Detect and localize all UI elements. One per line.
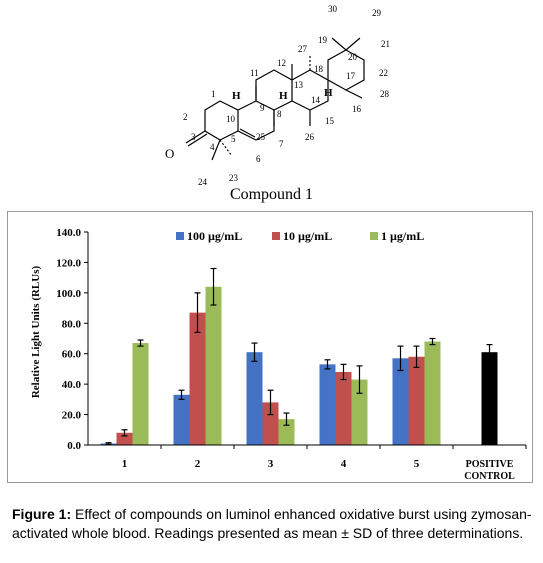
bar [278,419,295,445]
hydrogen-label: H [279,90,288,102]
compound-1-structure: 1 2 3 4 5 6 7 8 9 10 11 12 13 14 15 16 1… [165,4,390,187]
atom-label: 26 [305,132,315,142]
atom-label: 30 [328,4,338,14]
atom-label: 6 [256,154,261,164]
atom-label: 9 [260,103,265,113]
y-tick-label: 120.0 [56,257,81,269]
bar [116,432,133,445]
bar [319,364,336,445]
y-axis-title: Relative Light Units (RLUs) [30,266,42,399]
x-category-label: POSITIVE [466,459,514,470]
atom-label: 7 [279,139,284,149]
oxygen-label: O [165,146,174,161]
hydrogen-label: H [232,90,241,102]
y-axis-ticks: 0.0 20.0 40.0 60.0 80.0 100.0 120.0 140.0 [56,227,88,452]
atom-label: 23 [229,173,239,183]
bar-marks [100,286,498,445]
atom-label: 5 [231,134,236,144]
y-tick-label: 60.0 [62,349,82,361]
atom-label: 19 [318,35,328,45]
legend-label: 1 µg/mL [381,229,424,243]
bar [408,356,425,445]
y-tick-label: 0.0 [67,440,81,452]
atom-label: 3 [191,132,196,142]
x-category-label: 4 [341,458,347,470]
atom-label: 1 [211,89,216,99]
bar [351,379,368,445]
atom-label: 2 [183,112,188,122]
chart-frame: Relative Light Units (RLUs) 0.0 20.0 40.0 6… [7,211,533,483]
atom-label: 24 [198,177,208,187]
atom-label: 28 [380,89,390,99]
atom-label: 20 [348,52,358,62]
atom-label: 13 [294,80,304,90]
y-axis-title-group: Relative Light Units (RLUs) [30,266,42,399]
legend-swatch [176,232,184,240]
bar [481,352,498,445]
bar [335,371,352,445]
hydrogen-label: H [324,87,333,99]
caption-label: Figure 1: [12,506,72,522]
atom-label: 14 [311,95,321,105]
legend-swatch [370,232,378,240]
atom-label: 4 [210,142,215,152]
atom-label: 10 [226,114,236,124]
bar-chart: Relative Light Units (RLUs) 0.0 20.0 40.0 6… [30,227,527,482]
x-category-label: 5 [414,458,420,470]
y-tick-label: 80.0 [62,318,82,330]
y-tick-label: 100.0 [56,288,81,300]
atom-label: 29 [372,8,382,18]
y-tick-label: 40.0 [62,379,82,391]
atom-label: 18 [314,64,324,74]
bar [424,341,441,445]
atom-label: 8 [277,109,282,119]
atom-label: 15 [325,116,335,126]
bar [189,312,206,445]
x-category-label: 3 [268,458,274,470]
legend-label: 10 µg/mL [283,229,332,243]
bar [392,358,409,445]
figure-caption: Figure 1: Effect of compounds on luminol… [12,505,534,543]
atom-label: 21 [381,39,390,49]
compound-label: Compound 1 [229,186,314,203]
atom-label: 17 [346,71,356,81]
legend-label: 100 µg/mL [187,229,242,243]
atom-label: 25 [256,132,266,142]
x-category-label: 1 [122,458,128,470]
caption-text: Effect of compounds on luminol enhanced … [12,506,532,541]
y-tick-label: 20.0 [62,410,82,422]
error-bars [105,267,493,445]
atom-label: 22 [379,68,388,78]
atom-label: 12 [277,58,286,68]
atom-label: 16 [352,104,362,114]
legend: 100 µg/mL 10 µg/mL 1 µg/mL [176,229,424,243]
bar [262,402,279,445]
bar [173,394,190,445]
bar [205,286,222,445]
y-tick-label: 140.0 [56,227,81,239]
x-category-label: 2 [195,458,201,470]
x-category-label: CONTROL [464,471,515,482]
atom-label: 11 [250,68,259,78]
legend-swatch [272,232,280,240]
bar [246,352,263,445]
atom-label: 27 [298,44,308,54]
bar [132,343,149,445]
